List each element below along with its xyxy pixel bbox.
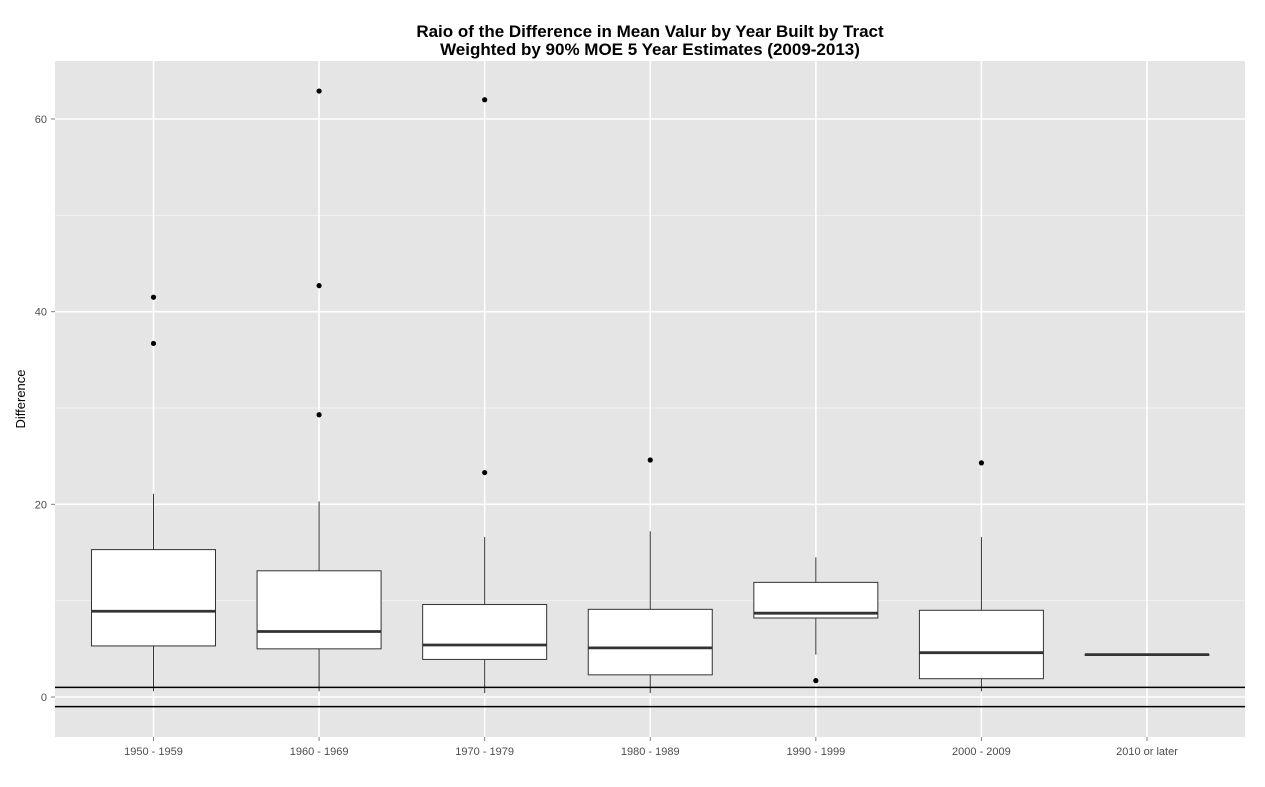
box-6 xyxy=(1084,653,1210,657)
box-iqr xyxy=(91,549,216,647)
x-axis: 1950 - 1959 1960 - 1969 1970 - 1979 1980 - … xyxy=(124,737,1178,758)
box-1 xyxy=(256,501,382,692)
outlier-point xyxy=(647,457,653,463)
outlier-point xyxy=(813,678,819,684)
outlier-point xyxy=(150,340,157,347)
outlier-point xyxy=(482,97,488,103)
box-iqr xyxy=(256,570,382,650)
outlier-point xyxy=(316,283,322,289)
x-tick-label: 1960 - 1969 xyxy=(290,746,349,758)
box-3 xyxy=(587,531,713,694)
y-tick-label: 0 xyxy=(41,692,47,704)
outlier-points xyxy=(150,88,985,684)
box-series xyxy=(91,493,1210,694)
x-tick-label: 2000 - 2009 xyxy=(952,746,1011,758)
y-tick-label: 60 xyxy=(35,114,47,126)
y-tick-label: 20 xyxy=(35,499,47,511)
x-tick-label: 1970 - 1979 xyxy=(455,746,514,758)
box-iqr xyxy=(422,604,548,660)
y-tick-label: 40 xyxy=(35,307,47,319)
x-tick-label: 2010 or later xyxy=(1116,746,1178,758)
x-tick-label: 1950 - 1959 xyxy=(124,746,183,758)
outlier-point xyxy=(482,469,488,476)
outlier-point xyxy=(316,412,322,418)
box-2 xyxy=(422,537,548,694)
x-tick-label: 1980 - 1989 xyxy=(621,746,680,758)
chart-title: Raio of the Difference in Mean Valur by … xyxy=(416,22,884,41)
x-tick-label: 1990 - 1999 xyxy=(786,746,845,758)
box-iqr xyxy=(918,609,1044,680)
outlier-point xyxy=(316,88,322,94)
chart-subtitle: Weighted by 90% MOE 5 Year Estimates (20… xyxy=(440,40,860,59)
y-axis: 0 20 40 60 xyxy=(35,114,55,704)
outlier-point xyxy=(150,294,157,300)
y-axis-title: Difference xyxy=(13,369,28,428)
box-5 xyxy=(918,537,1044,692)
box-iqr xyxy=(587,608,713,676)
reference-lines xyxy=(55,686,1245,708)
box-0 xyxy=(91,493,216,692)
box-4 xyxy=(753,557,879,655)
outlier-point xyxy=(978,460,985,466)
